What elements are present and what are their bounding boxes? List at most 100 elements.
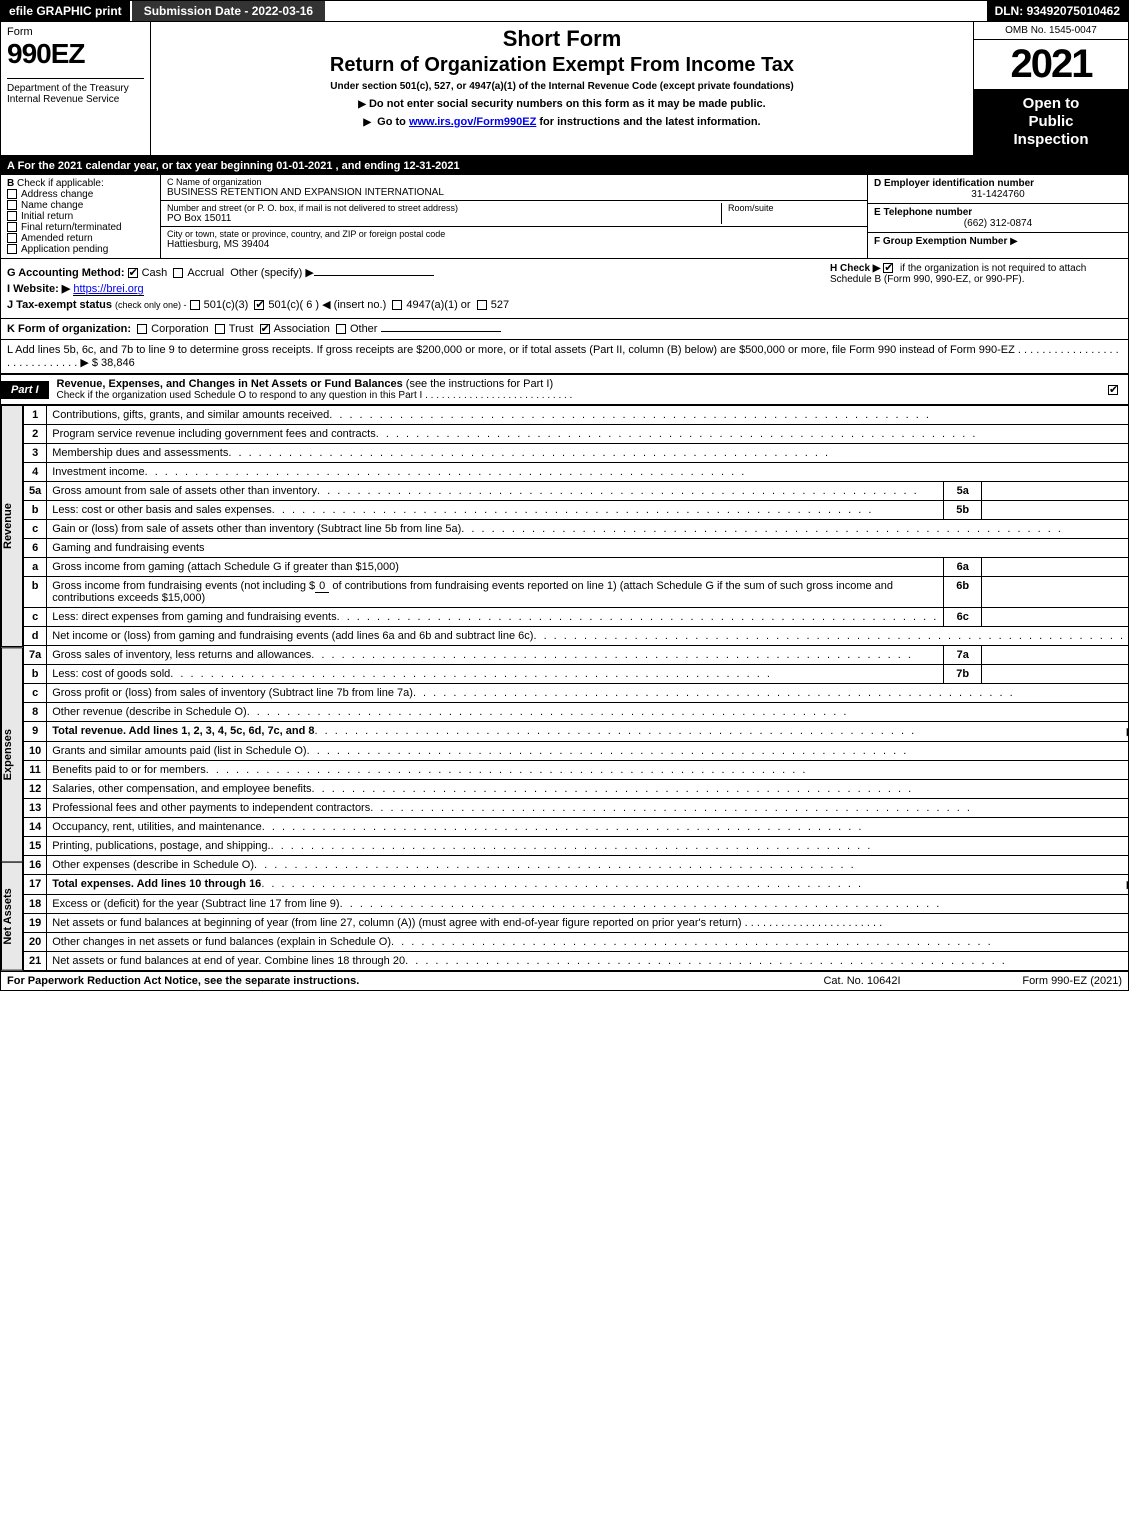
checkbox-association[interactable] — [260, 324, 270, 334]
b-item-label: Name change — [21, 200, 83, 211]
submission-date: Submission Date - 2022-03-16 — [130, 1, 325, 21]
lines-wrapper: Revenue Expenses Net Assets 1Contributio… — [1, 405, 1128, 971]
submission-date-value: 2022-03-16 — [252, 4, 313, 18]
form-header: Form 990EZ Department of the Treasury In… — [1, 22, 1128, 157]
g-cash: Cash — [142, 267, 168, 279]
line-desc: Salaries, other compensation, and employ… — [47, 780, 1129, 799]
desc-text: Net assets or fund balances at end of ye… — [52, 955, 405, 967]
line-desc: Other changes in net assets or fund bala… — [47, 933, 1129, 952]
dot-leader — [247, 706, 1129, 718]
checkbox-amended-return[interactable] — [7, 233, 17, 243]
line-no: 19 — [24, 914, 47, 933]
dot-leader — [376, 428, 1129, 440]
e-telephone: E Telephone number (662) 312-0874 — [868, 204, 1128, 233]
page-footer: For Paperwork Reduction Act Notice, see … — [1, 971, 1128, 990]
desc-text: Less: direct expenses from gaming and fu… — [52, 611, 336, 623]
mid-value: 0 — [982, 646, 1129, 665]
line-1: 1Contributions, gifts, grants, and simil… — [24, 406, 1129, 425]
header-right: OMB No. 1545-0047 2021 Open to Public In… — [973, 22, 1128, 155]
b-item-label: Application pending — [21, 244, 108, 255]
line-5c: cGain or (loss) from sale of assets othe… — [24, 520, 1129, 539]
line-no: 14 — [24, 818, 47, 837]
dot-leader: . . . . . . . . . . . . . . . . . . . . … — [425, 390, 572, 401]
checkbox-4947[interactable] — [392, 300, 402, 310]
line-desc: Gain or (loss) from sale of assets other… — [47, 520, 1129, 539]
footer-left: For Paperwork Reduction Act Notice, see … — [7, 975, 782, 987]
b-item-label: Initial return — [21, 211, 73, 222]
line-no: 6 — [24, 539, 47, 558]
line-18: 18Excess or (deficit) for the year (Subt… — [24, 895, 1129, 914]
line-no: 13 — [24, 799, 47, 818]
line-no: c — [24, 608, 47, 627]
mid-value: 0 — [982, 665, 1129, 684]
desc-text: Contributions, gifts, grants, and simila… — [52, 409, 329, 421]
mid-value: 0 — [982, 558, 1129, 577]
open-to-public-box: Open to Public Inspection — [974, 89, 1128, 155]
header-center: Short Form Return of Organization Exempt… — [151, 22, 973, 155]
mid-label: 6c — [944, 608, 982, 627]
desc-text: Other changes in net assets or fund bala… — [52, 936, 391, 948]
dln-label: DLN: — [995, 4, 1027, 18]
line-desc: Net assets or fund balances at beginning… — [47, 914, 1129, 933]
department-label: Department of the Treasury Internal Reve… — [7, 78, 144, 105]
line-desc: Professional fees and other payments to … — [47, 799, 1129, 818]
line-desc: Gross amount from sale of assets other t… — [47, 482, 944, 501]
line-desc: Less: cost of goods sold — [47, 665, 944, 684]
line-19: 19Net assets or fund balances at beginni… — [24, 914, 1129, 933]
checkbox-schedule-o-part1[interactable] — [1108, 385, 1118, 395]
checkbox-527[interactable] — [477, 300, 487, 310]
ghi-left: G Accounting Method: Cash Accrual Other … — [7, 263, 822, 314]
j-opt4: 527 — [491, 299, 509, 311]
sidelabel-column: Revenue Expenses Net Assets — [1, 405, 23, 971]
section-bcdef: B Check if applicable: Address change Na… — [1, 175, 1128, 259]
b-item-initial-return: Initial return — [7, 211, 154, 222]
desc-text: Other revenue (describe in Schedule O) — [52, 706, 246, 718]
checkbox-cash[interactable] — [128, 268, 138, 278]
open-line-1: Open to — [978, 95, 1124, 113]
checkbox-application-pending[interactable] — [7, 244, 17, 254]
line-no: 5a — [24, 482, 47, 501]
dot-leader — [271, 840, 1129, 852]
line-12: 12Salaries, other compensation, and empl… — [24, 780, 1129, 799]
website-link[interactable]: https://brei.org — [73, 283, 143, 296]
line-no: 15 — [24, 837, 47, 856]
part-1-title-sub: (see the instructions for Part I) — [406, 378, 553, 390]
open-line-2: Public — [978, 113, 1124, 131]
bullet-goto: Go to www.irs.gov/Form990EZ for instruct… — [159, 116, 965, 128]
sidelabel-expenses: Expenses — [1, 647, 23, 862]
line-21: 21 Net assets or fund balances at end of … — [24, 952, 1129, 971]
checkbox-final-return[interactable] — [7, 222, 17, 232]
part-1-check — [1108, 384, 1128, 396]
checkbox-501c[interactable] — [254, 300, 264, 310]
irs-link[interactable]: www.irs.gov/Form990EZ — [409, 116, 536, 128]
g-accrual: Accrual — [187, 267, 224, 279]
checkbox-other-org[interactable] — [336, 324, 346, 334]
line-6b: bGross income from fundraising events (n… — [24, 577, 1129, 608]
checkbox-address-change[interactable] — [7, 189, 17, 199]
column-def: D Employer identification number 31-1424… — [868, 175, 1128, 258]
line-desc: Contributions, gifts, grants, and simila… — [47, 406, 1129, 425]
b-item-label: Amended return — [21, 233, 93, 244]
c-name-label: C Name of organization — [167, 177, 861, 187]
checkbox-accrual[interactable] — [173, 268, 183, 278]
checkbox-corporation[interactable] — [137, 324, 147, 334]
row-h-schedule-b: H Check ▶ if the organization is not req… — [822, 263, 1122, 314]
dot-leader — [340, 898, 1129, 910]
desc-text: Total revenue. Add lines 1, 2, 3, 4, 5c,… — [52, 725, 314, 738]
checkbox-name-change[interactable] — [7, 200, 17, 210]
checkbox-501c3[interactable] — [190, 300, 200, 310]
line-6c: c Less: direct expenses from gaming and f… — [24, 608, 1129, 627]
line-desc: Printing, publications, postage, and shi… — [47, 837, 1129, 856]
line-no: 21 — [24, 952, 47, 971]
checkbox-schedule-b[interactable] — [883, 263, 893, 273]
mid-label: 6b — [944, 577, 982, 608]
checkbox-initial-return[interactable] — [7, 211, 17, 221]
j-opt3: 4947(a)(1) or — [406, 299, 470, 311]
checkbox-trust[interactable] — [215, 324, 225, 334]
row-j-status: J Tax-exempt status (check only one) - 5… — [7, 298, 822, 311]
desc-text: Printing, publications, postage, and shi… — [52, 840, 270, 852]
mid-label: 7b — [944, 665, 982, 684]
c-street-value: PO Box 15011 — [167, 213, 721, 224]
k-opt-1: Trust — [229, 323, 254, 335]
line-desc: Benefits paid to or for members — [47, 761, 1129, 780]
